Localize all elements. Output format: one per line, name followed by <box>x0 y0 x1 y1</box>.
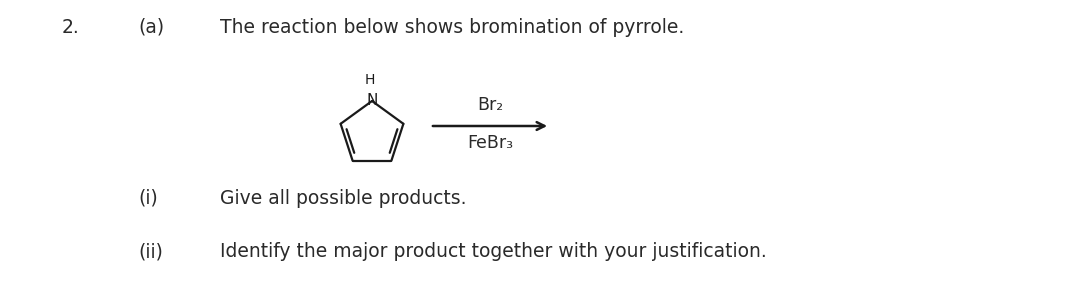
Text: Identify the major product together with your justification.: Identify the major product together with… <box>220 242 767 261</box>
Text: (ii): (ii) <box>138 242 163 261</box>
Text: The reaction below shows bromination of pyrrole.: The reaction below shows bromination of … <box>220 18 685 37</box>
Text: Br₂: Br₂ <box>477 96 503 114</box>
Text: H: H <box>365 73 375 87</box>
Text: Give all possible products.: Give all possible products. <box>220 189 467 208</box>
Text: (i): (i) <box>138 189 158 208</box>
Text: 2.: 2. <box>62 18 80 37</box>
Text: (a): (a) <box>138 18 164 37</box>
Text: FeBr₃: FeBr₃ <box>467 134 513 152</box>
Text: N: N <box>366 94 378 108</box>
